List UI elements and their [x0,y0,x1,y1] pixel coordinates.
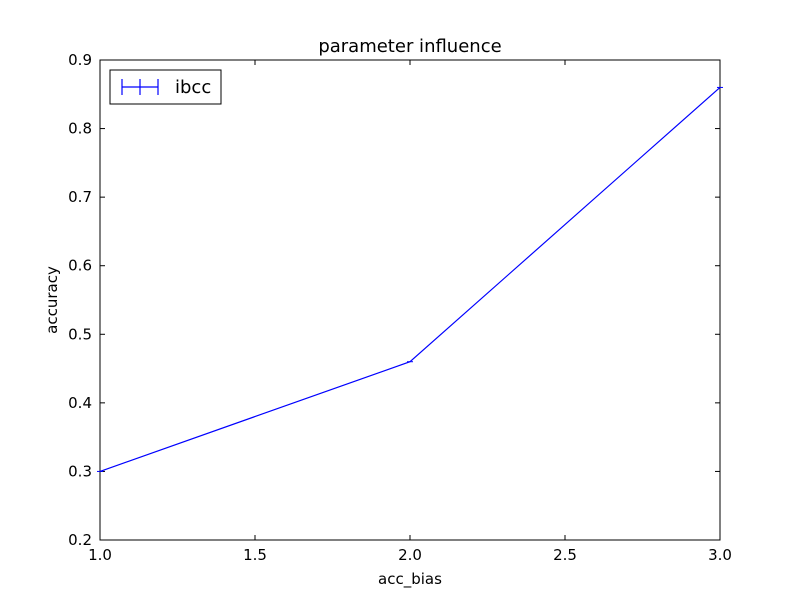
y-tick-label: 0.7 [68,188,92,206]
y-tick-label: 0.4 [68,394,92,412]
y-tick-label: 0.9 [68,51,92,69]
y-tick-label: 0.8 [68,120,92,138]
chart-title: parameter influence [318,36,501,57]
legend: ibcc [109,69,222,105]
plot-area-frame [99,59,721,541]
x-tick-label: 3.0 [708,546,732,564]
y-axis-label: accuracy [43,266,61,334]
x-tick-label: 2.0 [398,546,422,564]
x-axis-label: acc_bias [378,570,442,589]
legend-label: ibcc [175,77,211,98]
y-tick-label: 0.3 [68,462,92,480]
y-tick-label: 0.6 [68,257,92,275]
y-tick-label: 0.5 [68,325,92,343]
y-tick-label: 0.2 [68,531,92,549]
x-tick-label: 2.5 [553,546,577,564]
x-tick-label: 1.5 [243,546,267,564]
x-tick-label: 1.0 [88,546,112,564]
